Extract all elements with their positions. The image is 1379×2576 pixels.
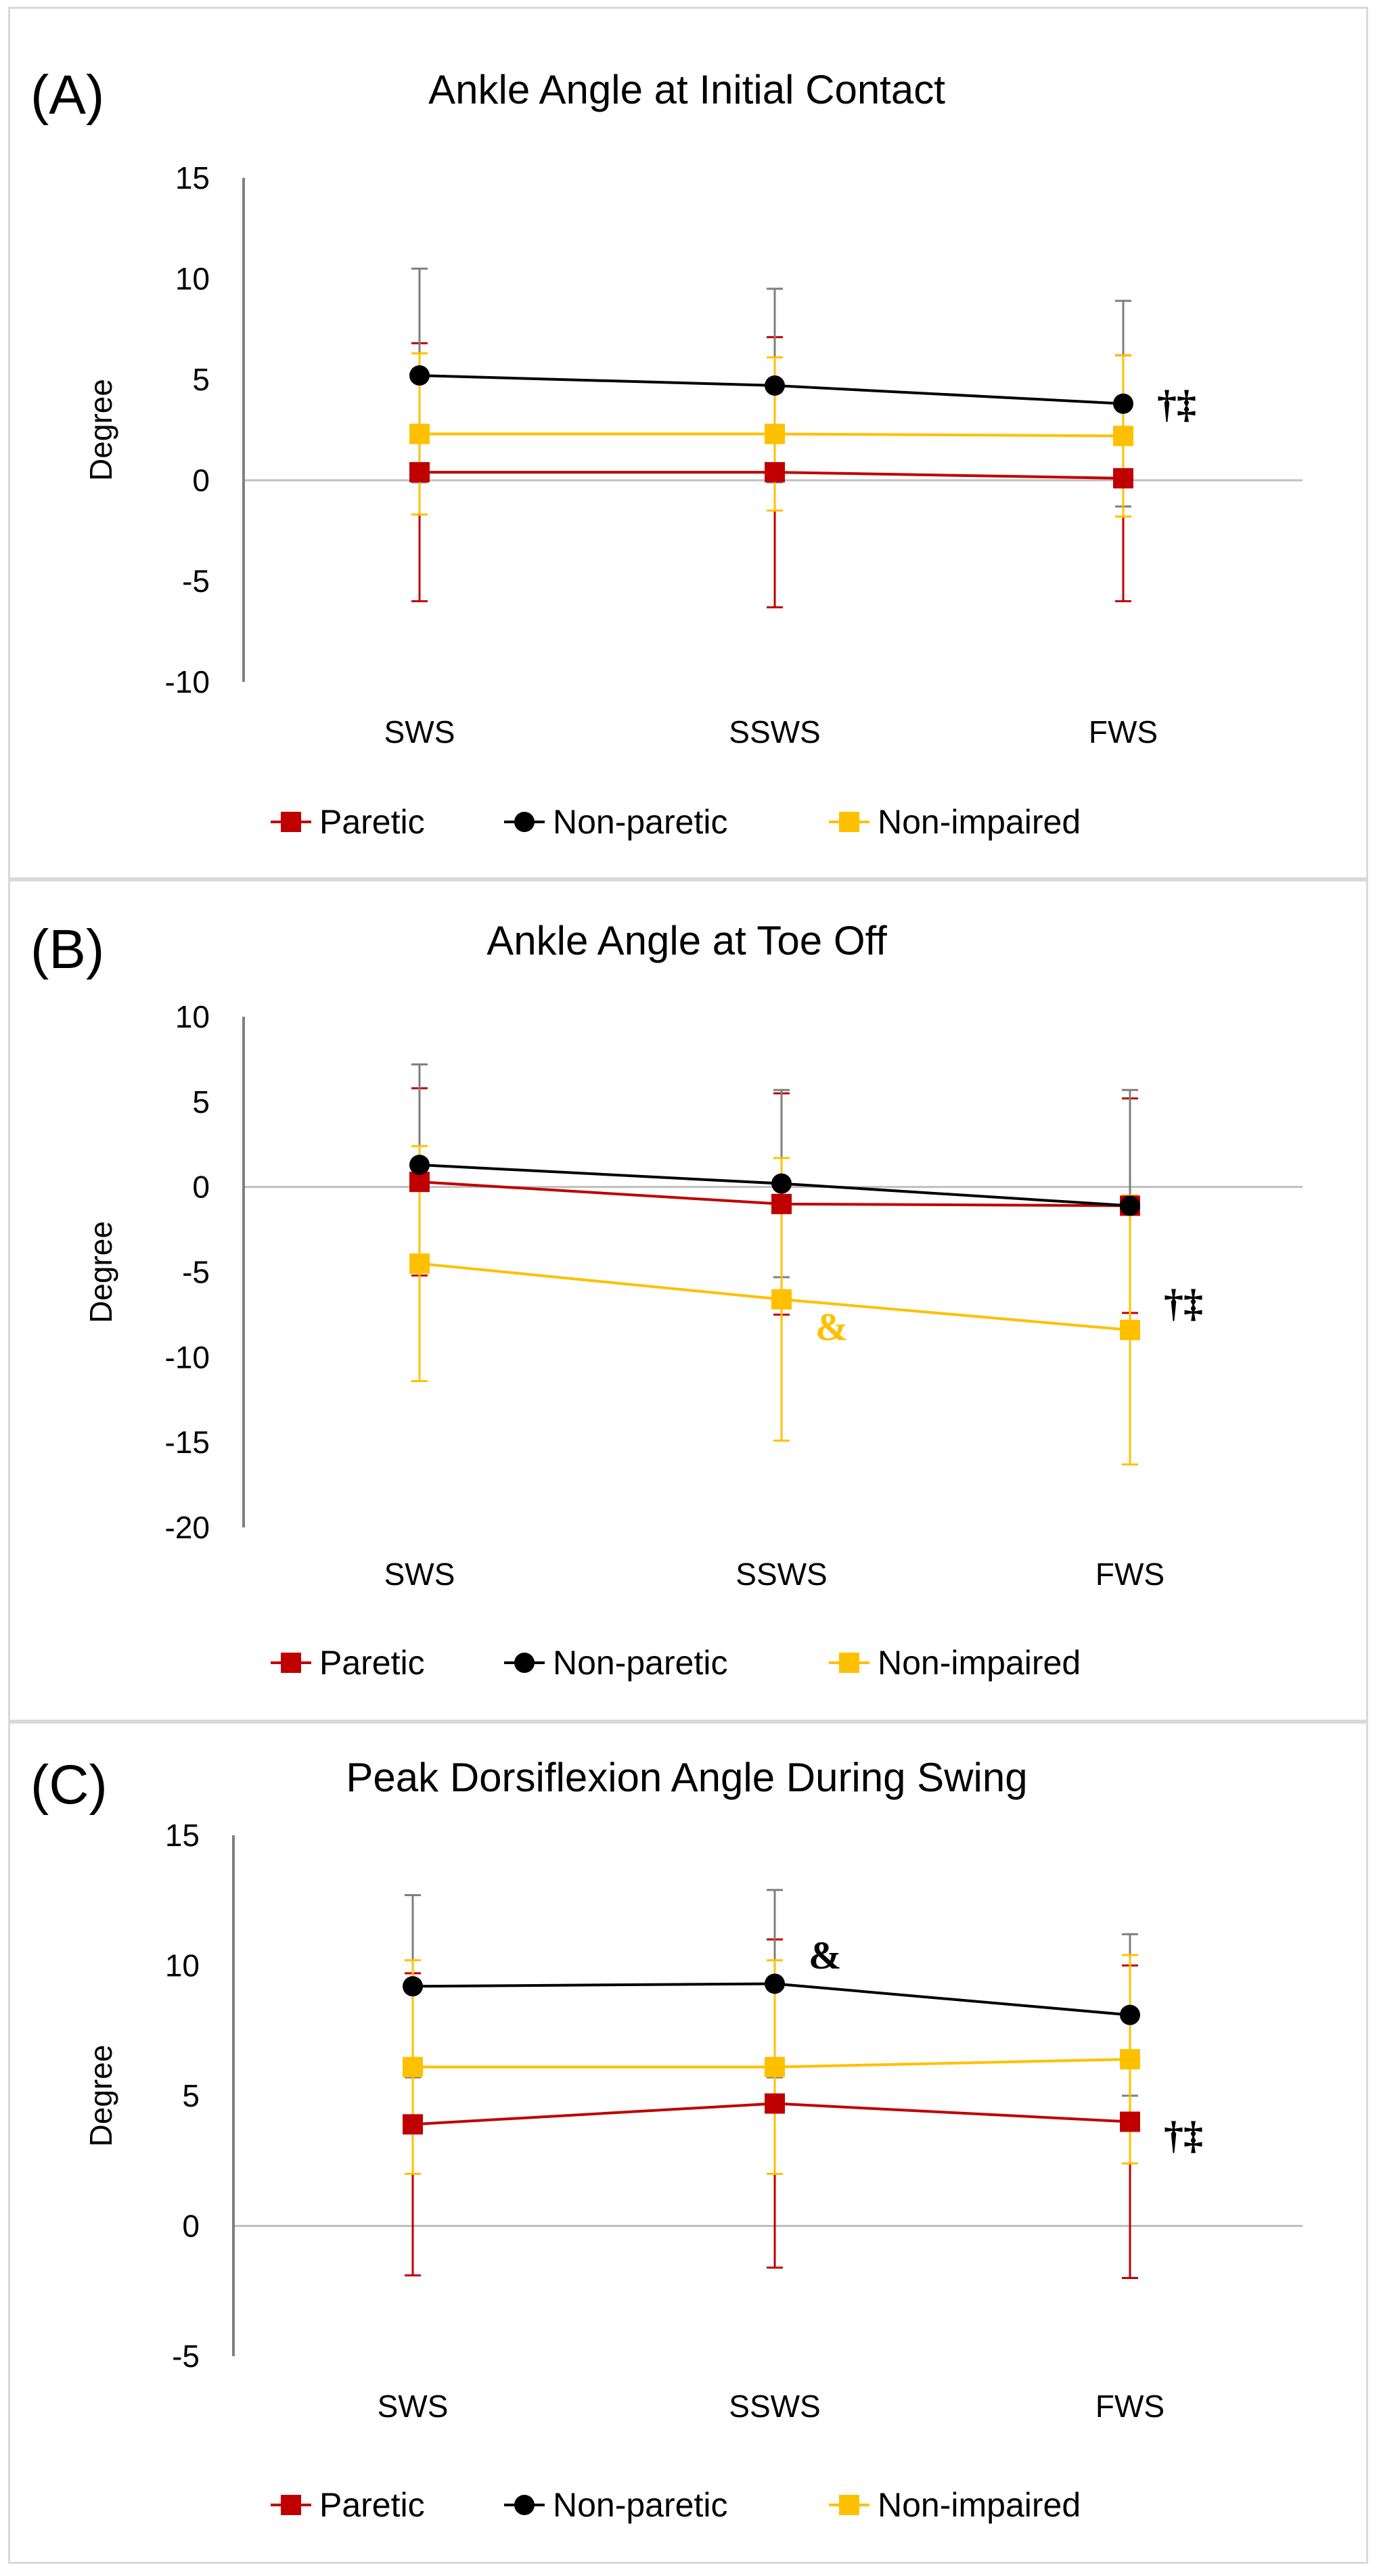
x-tick-label: SSWS	[729, 2389, 820, 2424]
x-tick-label: FWS	[1095, 2389, 1165, 2424]
legend-marker-paretic	[281, 812, 301, 832]
y-axis-label: Degree	[83, 1221, 118, 1323]
x-tick-label: SWS	[384, 714, 455, 750]
data-point-paretic	[409, 1172, 430, 1193]
y-tick-label: 10	[175, 261, 210, 296]
panel-label: (A)	[30, 64, 104, 126]
legend-label-paretic: Paretic	[319, 803, 425, 841]
legend-label-nonimpaired: Non-impaired	[878, 1644, 1081, 1682]
data-point-nonparetic	[409, 365, 430, 386]
data-point-paretic	[765, 462, 785, 483]
y-tick-label: -5	[182, 1255, 210, 1290]
legend-label-nonparetic: Non-paretic	[553, 1644, 727, 1682]
x-tick-label: FWS	[1089, 714, 1158, 750]
legend-marker-nonimpaired	[839, 812, 859, 832]
data-point-paretic	[765, 2093, 785, 2114]
data-point-nonparetic	[771, 1173, 792, 1194]
chart-title: Ankle Angle at Initial Contact	[428, 67, 945, 112]
x-tick-label: FWS	[1095, 1557, 1165, 1592]
data-point-nonimpaired	[409, 1253, 430, 1274]
y-tick-label: 0	[192, 1170, 210, 1205]
data-point-nonparetic	[1120, 1195, 1140, 1216]
data-point-nonimpaired	[1120, 2049, 1140, 2070]
y-tick-label: 0	[192, 463, 210, 498]
y-tick-label: 15	[165, 1818, 200, 1853]
data-point-nonimpaired	[765, 423, 785, 444]
data-point-nonparetic	[765, 375, 785, 396]
chart-b: (B) Ankle Angle at Toe Off Degree 10 5 0 -5 -10…	[30, 918, 1303, 1682]
data-point-nonparetic	[403, 1976, 423, 1997]
legend-marker-paretic	[281, 2495, 301, 2515]
significance-annotation: †‡	[1164, 2113, 1203, 2157]
significance-annotation: †‡	[1157, 382, 1196, 426]
y-tick-label: 5	[192, 1084, 210, 1120]
chart-a: (A) Ankle Angle at Initial Contact Degree 1…	[30, 64, 1303, 841]
panel-label: (B)	[30, 919, 104, 980]
data-point-nonparetic	[1120, 2004, 1140, 2025]
data-point-paretic	[771, 1193, 792, 1214]
legend-label-nonparetic: Non-paretic	[553, 803, 727, 841]
legend-marker-nonparetic	[514, 812, 535, 832]
y-tick-label: 0	[182, 2209, 200, 2244]
chart-panel-b: (B) Ankle Angle at Toe Off Degree 10 5 0 -5 -10…	[8, 879, 1368, 1722]
y-tick-label: -5	[182, 564, 210, 599]
legend-marker-nonparetic	[514, 2495, 535, 2515]
legend-marker-nonimpaired	[839, 1653, 859, 1673]
y-tick-label: -5	[172, 2339, 200, 2374]
y-tick-label: 15	[175, 160, 210, 196]
legend-marker-paretic	[281, 1653, 301, 1673]
data-point-nonparetic	[409, 1154, 430, 1175]
y-axis-label: Degree	[83, 379, 118, 481]
legend-marker-nonparetic	[514, 1653, 535, 1673]
y-axis-label: Degree	[83, 2045, 118, 2147]
chart-title: Ankle Angle at Toe Off	[487, 918, 887, 963]
significance-annotation: &	[815, 1305, 848, 1349]
y-tick-label: 10	[165, 1948, 200, 1983]
x-tick-label: SSWS	[729, 714, 820, 750]
data-point-nonimpaired	[765, 2056, 785, 2077]
chart-c: (C) Peak Dorsiflexion Angle During Swing D…	[30, 1754, 1303, 2524]
data-point-nonimpaired	[409, 423, 430, 444]
chart-title: Peak Dorsiflexion Angle During Swing	[346, 1755, 1027, 1800]
data-point-paretic	[1120, 2111, 1140, 2132]
data-point-nonimpaired	[1120, 1320, 1140, 1341]
data-point-nonimpaired	[1113, 426, 1133, 446]
data-point-paretic	[1113, 468, 1133, 489]
x-tick-label: SWS	[378, 2389, 449, 2424]
legend-label-nonparetic: Non-paretic	[553, 2486, 727, 2524]
data-point-nonimpaired	[403, 2056, 423, 2077]
y-tick-label: -10	[165, 1339, 210, 1375]
legend-marker-nonimpaired	[839, 2495, 859, 2515]
legend-label-nonimpaired: Non-impaired	[878, 803, 1081, 841]
legend-label-paretic: Paretic	[319, 1644, 425, 1682]
y-tick-label: -15	[165, 1425, 210, 1460]
y-tick-label: -20	[165, 1510, 210, 1545]
y-tick-label: -10	[165, 664, 210, 699]
data-point-paretic	[409, 462, 430, 483]
significance-annotation: &	[809, 1933, 841, 1977]
chart-panel-a: (A) Ankle Angle at Initial Contact Degree 1…	[8, 7, 1368, 879]
chart-panel-c: (C) Peak Dorsiflexion Angle During Swing D…	[8, 1722, 1368, 2564]
significance-annotation: †‡	[1164, 1281, 1203, 1325]
legend-label-nonimpaired: Non-impaired	[878, 2486, 1081, 2524]
y-tick-label: 10	[175, 999, 210, 1034]
data-point-nonparetic	[1113, 393, 1133, 414]
data-point-nonimpaired	[771, 1289, 792, 1310]
x-tick-label: SWS	[384, 1557, 455, 1592]
data-point-paretic	[403, 2114, 423, 2135]
x-tick-label: SSWS	[736, 1557, 827, 1592]
data-point-nonparetic	[765, 1973, 785, 1994]
legend-label-paretic: Paretic	[319, 2486, 425, 2524]
y-tick-label: 5	[192, 362, 210, 397]
y-tick-label: 5	[182, 2078, 200, 2113]
panel-label: (C)	[30, 1754, 108, 1816]
